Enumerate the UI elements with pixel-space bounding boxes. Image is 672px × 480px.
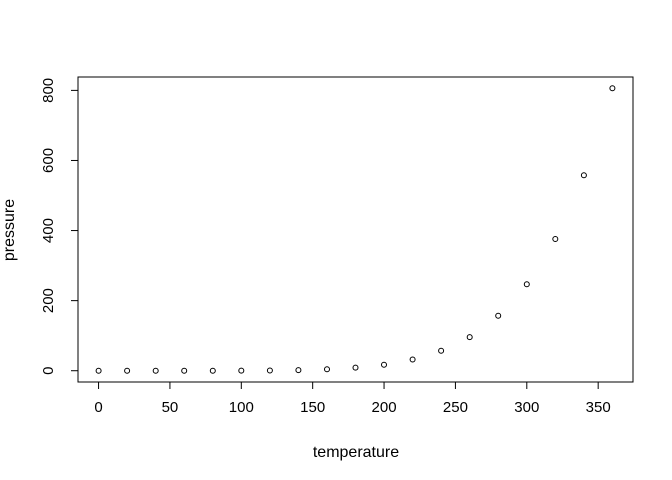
x-tick-label: 350 [586, 399, 611, 416]
y-tick-label: 600 [40, 148, 57, 173]
data-point [124, 367, 131, 374]
data-point [552, 236, 559, 242]
data-point [266, 367, 273, 374]
y-tick-label: 200 [40, 288, 57, 313]
x-tick-label: 200 [372, 399, 397, 416]
x-tick-label: 50 [162, 399, 179, 416]
x-tick-label: 100 [229, 399, 254, 416]
data-point [381, 361, 387, 368]
data-point [580, 172, 587, 179]
data-point [523, 281, 530, 288]
data-point [438, 347, 445, 354]
data-point [466, 334, 473, 341]
data-point [152, 367, 159, 374]
y-tick-label: 0 [40, 367, 57, 375]
data-point [295, 367, 302, 374]
y-axis-title: pressure [1, 199, 18, 261]
data-point [409, 356, 416, 363]
data-point [95, 367, 102, 374]
x-tick-label: 300 [514, 399, 539, 416]
x-tick-label: 150 [300, 399, 325, 416]
x-tick-label: 0 [94, 399, 102, 416]
data-point [324, 366, 330, 373]
x-tick-label: 250 [443, 399, 468, 416]
plot-box [77, 76, 634, 383]
data-point [209, 367, 216, 374]
y-tick-label: 400 [40, 218, 57, 243]
data-point [495, 312, 502, 319]
data-point [352, 364, 359, 371]
data-point [238, 367, 245, 374]
data-point [181, 367, 188, 374]
data-point [609, 85, 616, 92]
y-tick-label: 800 [40, 78, 57, 103]
x-axis-title: temperature [313, 444, 399, 461]
